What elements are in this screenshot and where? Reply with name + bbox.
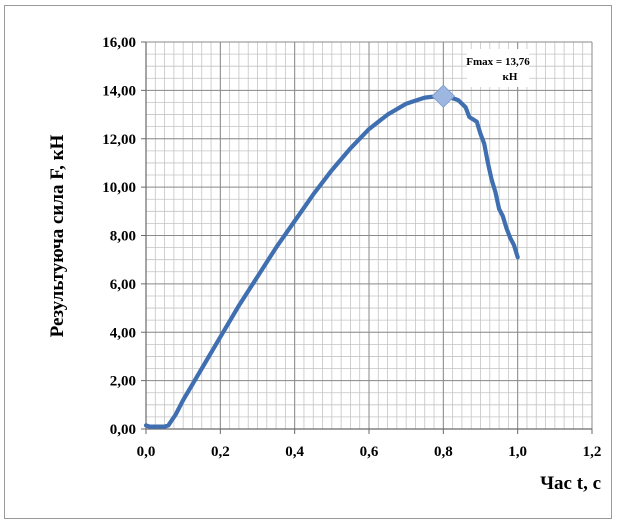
x-tick-label: 0,0 xyxy=(137,444,156,460)
tick-labels: 0,00 2,00 4,00 6,00 8,00 10,00 12,00 14,00 16,00… xyxy=(102,35,601,460)
y-tick-label: 4,00 xyxy=(110,325,136,341)
annotation-box: Fmax = 13,76 кН xyxy=(466,49,530,87)
y-tick-label: 14,00 xyxy=(102,83,136,99)
y-tick-label: 10,00 xyxy=(102,180,136,196)
x-tick-label: 1,2 xyxy=(583,444,602,460)
series-line xyxy=(143,94,520,429)
y-tick-label: 8,00 xyxy=(110,229,136,245)
y-tick-label: 0,00 xyxy=(110,422,136,438)
max-point-marker xyxy=(431,84,456,108)
annotation-background xyxy=(467,49,529,87)
x-axis-title: Час t, с xyxy=(540,473,601,494)
x-tick-label: 0,2 xyxy=(211,444,230,460)
y-axis-title: Результуюча сила F, кН xyxy=(47,134,68,337)
y-tick-label: 2,00 xyxy=(110,374,136,390)
series-layer xyxy=(143,94,520,429)
x-tick-label: 0,4 xyxy=(285,444,304,460)
y-tick-label: 6,00 xyxy=(110,277,136,293)
annotation-line-1: Fmax = 13,76 xyxy=(466,56,530,68)
axes xyxy=(141,41,593,434)
y-tick-label: 12,00 xyxy=(102,132,136,148)
max-marker-layer xyxy=(431,84,456,108)
x-tick-label: 0,6 xyxy=(360,444,379,460)
annotation-line-2: кН xyxy=(503,71,518,83)
x-tick-label: 1,0 xyxy=(508,444,527,460)
x-tick-label: 0,8 xyxy=(434,444,453,460)
major-grid xyxy=(145,41,593,430)
y-tick-label: 16,00 xyxy=(102,35,136,51)
